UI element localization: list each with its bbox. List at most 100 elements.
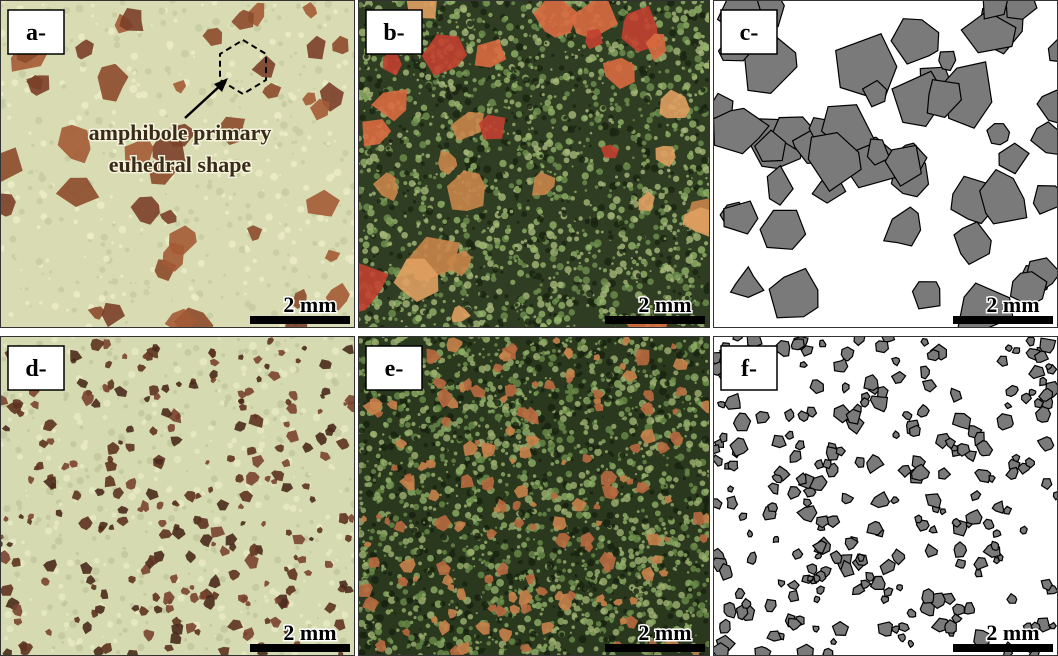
texture-speck [555, 163, 562, 170]
texture-speck [110, 195, 113, 198]
texture-speck [374, 464, 377, 467]
texture-speck [519, 185, 523, 189]
texture-speck [58, 632, 65, 639]
texture-speck [439, 6, 445, 12]
texture-speck [145, 414, 152, 421]
texture-speck [660, 225, 665, 230]
texture-speck [516, 66, 521, 71]
texture-speck [96, 199, 98, 201]
texture-speck [414, 616, 417, 619]
texture-speck [672, 11, 676, 15]
texture-speck [623, 582, 626, 585]
texture-speck [138, 580, 143, 585]
texture-speck [198, 576, 204, 582]
texture-speck [113, 222, 115, 224]
texture-speck [449, 285, 456, 292]
texture-speck [186, 470, 188, 472]
texture-speck [523, 77, 530, 84]
texture-speck [655, 240, 660, 245]
texture-speck [252, 584, 259, 591]
texture-speck [494, 637, 496, 639]
texture-speck [432, 116, 434, 118]
texture-speck [103, 400, 110, 407]
texture-speck [632, 156, 635, 159]
texture-speck [666, 430, 668, 432]
texture-speck [119, 244, 123, 248]
texture-speck [466, 546, 468, 548]
texture-speck [540, 612, 543, 615]
texture-speck [328, 549, 332, 553]
texture-speck [583, 145, 585, 147]
panel-label: c- [740, 20, 759, 46]
texture-speck [667, 169, 670, 172]
texture-speck [289, 257, 297, 265]
texture-speck [566, 296, 569, 299]
texture-speck [676, 128, 678, 130]
texture-speck [556, 144, 563, 151]
texture-speck [577, 255, 582, 260]
texture-speck [704, 63, 710, 69]
texture-speck [580, 619, 584, 623]
texture-speck [419, 155, 422, 158]
texture-speck [279, 324, 284, 329]
texture-speck [517, 152, 521, 156]
texture-speck [563, 73, 571, 81]
texture-speck [329, 580, 335, 586]
texture-speck [400, 154, 408, 162]
texture-speck [681, 128, 687, 134]
texture-speck [640, 447, 643, 450]
texture-speck [618, 216, 622, 220]
texture-speck [664, 5, 670, 11]
texture-speck [667, 225, 673, 231]
texture-speck [460, 618, 467, 625]
texture-speck [438, 26, 441, 29]
texture-speck [131, 348, 139, 356]
texture-speck [244, 293, 247, 296]
texture-speck [125, 248, 130, 253]
texture-speck [140, 228, 144, 232]
texture-speck [446, 471, 448, 473]
texture-speck [423, 190, 425, 192]
texture-speck [308, 473, 311, 476]
texture-speck [435, 441, 440, 446]
texture-speck [85, 468, 89, 472]
texture-speck [675, 560, 680, 565]
texture-speck [22, 611, 27, 616]
texture-speck [588, 252, 591, 255]
texture-speck [558, 311, 564, 317]
texture-speck [247, 4, 250, 7]
texture-speck [25, 287, 28, 290]
texture-speck [365, 66, 368, 69]
texture-speck [700, 69, 704, 73]
texture-speck [415, 190, 419, 194]
texture-speck [371, 234, 374, 237]
texture-speck [547, 139, 552, 144]
texture-speck [407, 242, 411, 246]
texture-speck [525, 318, 532, 325]
texture-speck [73, 220, 78, 225]
texture-speck [294, 140, 297, 143]
texture-speck [559, 211, 562, 214]
texture-speck [615, 103, 618, 106]
texture-speck [532, 261, 539, 268]
texture-speck [172, 10, 177, 15]
texture-speck [511, 1, 515, 5]
texture-speck [582, 44, 586, 48]
texture-speck [578, 216, 582, 220]
texture-speck [450, 600, 454, 604]
texture-speck [364, 100, 366, 102]
texture-speck [292, 126, 299, 133]
texture-speck [217, 228, 219, 230]
texture-speck [36, 517, 41, 522]
texture-speck [384, 214, 392, 222]
texture-speck [264, 595, 267, 598]
texture-speck [397, 405, 404, 412]
texture-speck [466, 13, 470, 17]
texture-speck [436, 213, 442, 219]
panel-label: d- [25, 356, 46, 382]
texture-speck [410, 172, 414, 176]
texture-speck [601, 454, 604, 457]
texture-speck [220, 400, 225, 405]
texture-speck [554, 253, 556, 255]
texture-speck [402, 192, 405, 195]
